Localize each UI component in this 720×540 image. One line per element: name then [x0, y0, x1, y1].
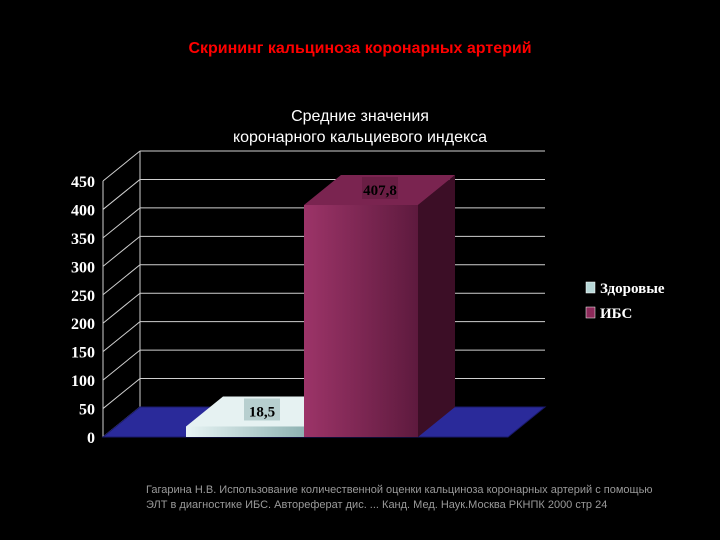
y-tick-label: 350 [71, 231, 95, 248]
y-tick-label: 300 [71, 259, 95, 276]
grid-diagonal-7 [102, 207, 141, 239]
grid-diagonal-9 [102, 150, 141, 182]
citation-line-2: ЭЛТ в диагностике ИБС. Автореферат дис. … [146, 499, 608, 511]
legend-label-0: Здоровые [600, 281, 665, 297]
y-tick-label: 150 [71, 345, 95, 362]
citation-line-1: Гагарина Н.В. Использование количественн… [146, 484, 653, 496]
y-tick-label: 200 [71, 316, 95, 333]
grid-diagonal-5 [102, 264, 141, 296]
legend-label-1: ИБС [600, 306, 632, 322]
y-tick-label: 50 [79, 402, 95, 419]
bars-layer [186, 175, 455, 437]
y-tick-label: 0 [87, 430, 95, 447]
y-tick-label: 400 [71, 202, 95, 219]
slide-title: Скрининг кальциноза коронарных артерий [188, 40, 532, 57]
data-label-1: 407,8 [363, 183, 397, 199]
chart-title-line-1: Средние значения [291, 108, 429, 125]
legend-swatch-0 [585, 281, 596, 294]
citation: Гагарина Н.В. Использование количественн… [146, 483, 716, 513]
chart-title-line-2: коронарного кальциевого индекса [232, 129, 488, 146]
bar-ihd [304, 205, 418, 437]
y-tick-label: 450 [71, 174, 95, 191]
legend-swatch-1 [585, 306, 596, 319]
bar-ihd-side [418, 175, 455, 437]
y-tick-label: 100 [71, 373, 95, 390]
y-axis-ticks: 0 50 100 150 200 250 300 350 400 450 [71, 174, 95, 447]
data-label-bg-0 [244, 398, 280, 421]
y-tick-label: 250 [71, 288, 95, 305]
grid-diagonal-8 [102, 179, 141, 210]
chart-title: Средние значения коронарного кальциевого… [160, 106, 560, 148]
grid-diagonal-1 [102, 378, 141, 409]
grid-diagonal-3 [102, 321, 141, 353]
grid-diagonal-6 [102, 235, 141, 267]
grid-diagonal-4 [102, 292, 141, 324]
data-label-0: 18,5 [249, 404, 275, 420]
data-label-bg-1 [362, 177, 398, 200]
data-labels: 18,5 407,8 [244, 177, 398, 421]
grid-diagonal-2 [102, 349, 141, 381]
bar-healthy [186, 426, 304, 437]
legend: Здоровые ИБС [575, 270, 685, 326]
